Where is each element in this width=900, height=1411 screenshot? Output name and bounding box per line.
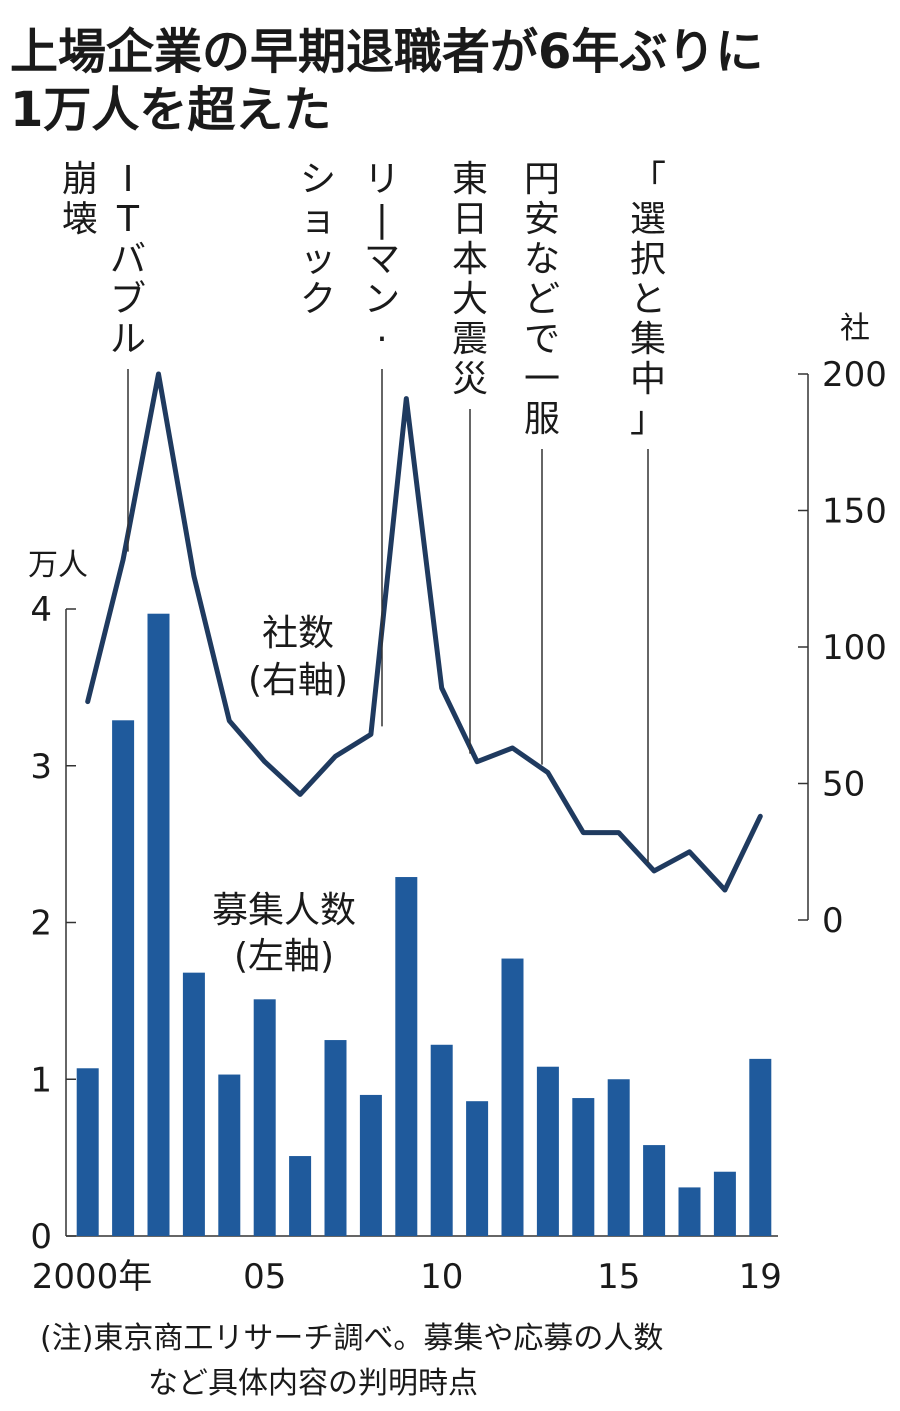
bar [572,1098,595,1236]
line-point [228,720,230,722]
chart-note-line-2: など具体内容の判明時点 [148,1366,478,1401]
bar [678,1187,701,1236]
line-point [441,687,443,689]
bar [501,958,524,1236]
x-tick-label: 19 [739,1257,782,1297]
annotation-text: リ|マン· [364,159,400,360]
line-point [759,815,761,817]
bar [147,613,170,1236]
bar [289,1156,312,1236]
bar [359,1094,382,1236]
line-point [264,761,266,763]
line-point [335,755,336,757]
bar [182,972,205,1236]
series-axis-label: (右軸) [248,660,348,701]
line-point [724,889,726,891]
line-point [193,575,195,577]
right-tick-label: 50 [822,765,865,805]
annotation-text: ショック [300,159,336,320]
bar [643,1145,666,1236]
line-point [653,870,655,872]
bar [76,1068,99,1236]
series-axis-label: (左軸) [234,936,334,977]
left-axis-unit: 万人 [28,548,88,583]
bar [607,1079,630,1236]
line-path [85,371,763,893]
annotation-text: 崩壊 [62,159,98,240]
annotation-text: 東日本大震災 [452,159,488,400]
chart-title-line-1: 上場企業の早期退職者が6年ぶりに [10,24,763,80]
left-tick-label: 2 [30,904,52,944]
left-tick-label: 0 [30,1217,52,1257]
left-tick-label: 1 [30,1060,52,1100]
bar [466,1101,489,1236]
left-tick-label: 4 [30,590,52,630]
bar [430,1044,453,1236]
line-point [689,851,690,853]
x-tick-label: 10 [420,1257,463,1297]
bar [218,1074,241,1236]
bar-series [76,613,772,1236]
line-point [405,398,407,400]
right-axis-unit: 社 [840,311,870,346]
line-point [582,832,584,834]
bar [536,1066,559,1236]
bar [395,877,418,1236]
right-tick-label: 0 [822,901,844,941]
annotation-text: I T バブル [110,159,146,360]
bar [324,1040,347,1236]
right-tick-label: 150 [822,492,887,532]
bar [253,999,276,1236]
line-point [299,793,301,795]
line-series [85,371,763,893]
annotation-text: 「選択と集中」 [630,159,666,440]
line-point [512,747,513,749]
x-tick-label: 15 [597,1257,640,1297]
line-point [122,559,124,561]
series-labels: 社数 (右軸) 募集人数 (左軸) [212,613,356,977]
series-name-label: 募集人数 [212,890,356,931]
chart-title-line-2: 1万人を超えた [10,82,331,138]
right-tick-label: 100 [822,628,887,668]
left-tick-label: 3 [30,747,52,787]
bar [112,720,135,1236]
bar [713,1171,736,1236]
line-point [476,761,478,763]
line-point [158,373,159,375]
x-tick-label: 05 [243,1257,286,1297]
x-tick-label: 2000年 [32,1257,153,1297]
line-point [547,772,549,774]
bar [749,1058,772,1236]
line-point [87,701,89,703]
line-point [618,832,620,834]
chart-note-line-1: (注)東京商工リサーチ調べ。募集や応募の人数 [40,1321,663,1356]
chart-note: (注)東京商工リサーチ調べ。募集や応募の人数 など具体内容の判明時点 [40,1321,663,1401]
series-name-label: 社数 [262,613,334,654]
right-tick-label: 200 [822,355,887,395]
line-point [370,733,372,735]
chart-title: 上場企業の早期退職者が6年ぶりに 1万人を超えた [10,24,763,138]
annotation-text: 円安などで一服 [524,159,560,440]
